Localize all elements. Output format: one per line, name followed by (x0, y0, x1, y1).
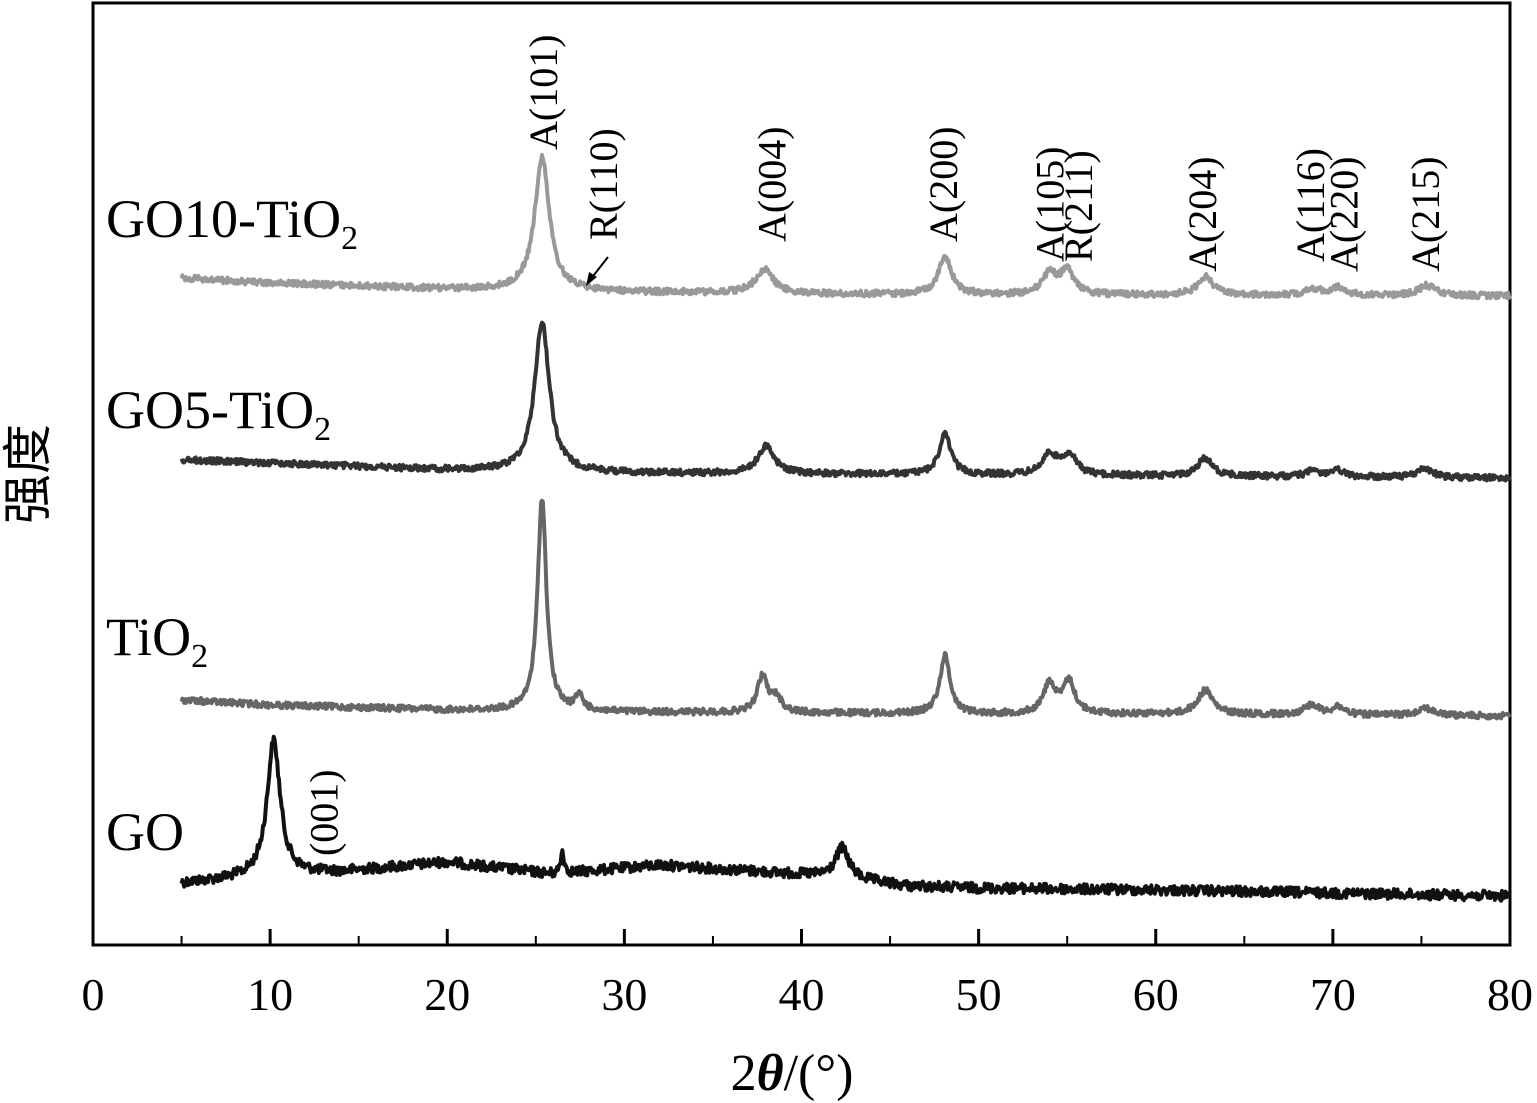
peak-label-A(200): A(200) (921, 126, 966, 242)
x-tick-label-80: 80 (1487, 969, 1533, 1020)
peak-label-A(004): A(004) (749, 126, 794, 242)
x-tick-label-70: 70 (1310, 969, 1356, 1020)
series-label-GO10-TiO2: GO10-TiO2 (106, 189, 358, 257)
peak-label-R(110): R(110) (581, 128, 626, 240)
peak-label-(001): (001) (301, 769, 346, 856)
series-label-sub: 2 (314, 411, 331, 448)
peak-label-A(116): A(116) (1288, 148, 1333, 262)
series-line-GO5-TiO2 (179, 320, 1512, 483)
series-label-main: TiO (106, 607, 191, 667)
peak-label-A(215): A(215) (1403, 156, 1448, 272)
x-tick-label-50: 50 (956, 969, 1002, 1020)
x-axis-label-suffix: /(°) (784, 1045, 854, 1102)
peak-labels: A(101) R(110) A(004) A(200) A(105)R(211) A(20… (301, 34, 1448, 856)
x-tick-label-40: 40 (779, 969, 825, 1020)
x-tick-label-0: 0 (82, 969, 105, 1020)
series-label-GO5-TiO2: GO5-TiO2 (106, 380, 331, 448)
peak-label-A(101): A(101) (521, 34, 566, 150)
x-tick-label-10: 10 (247, 969, 293, 1020)
series-label-main: GO (106, 802, 184, 862)
x-tick-label-20: 20 (424, 969, 470, 1020)
x-axis-ticks: 0 10 20 30 40 50 60 70 80 (82, 929, 1533, 1020)
x-axis-label-prefix: 2 (731, 1045, 757, 1102)
x-axis-label: 2θ/(°) (731, 1045, 854, 1102)
series-label-main: GO10-TiO (106, 189, 341, 249)
series-line-GO10-TiO2 (179, 152, 1512, 301)
series-line-TiO2 (179, 498, 1512, 721)
x-tick-label-30: 30 (601, 969, 647, 1020)
series-lines (179, 152, 1512, 903)
peak-label-R(211): R(211) (1056, 150, 1101, 262)
series-label-main: GO5-TiO (106, 380, 314, 440)
series-label-sub: 2 (191, 638, 208, 675)
series-line-GO (179, 734, 1512, 903)
series-label-TiO2: TiO2 (106, 607, 208, 675)
peak-label-A(204): A(204) (1180, 156, 1225, 272)
series-label-GO: GO (106, 802, 184, 862)
series-label-sub: 2 (341, 220, 358, 257)
peak-label-A(105): A(105) (1027, 146, 1072, 262)
x-tick-label-60: 60 (1133, 969, 1179, 1020)
peak-label-A(220): A(220) (1322, 156, 1367, 272)
x-axis-label-theta: θ (757, 1045, 784, 1102)
y-axis-label: 强度 (0, 424, 56, 524)
r110-arrow-head (586, 272, 597, 286)
